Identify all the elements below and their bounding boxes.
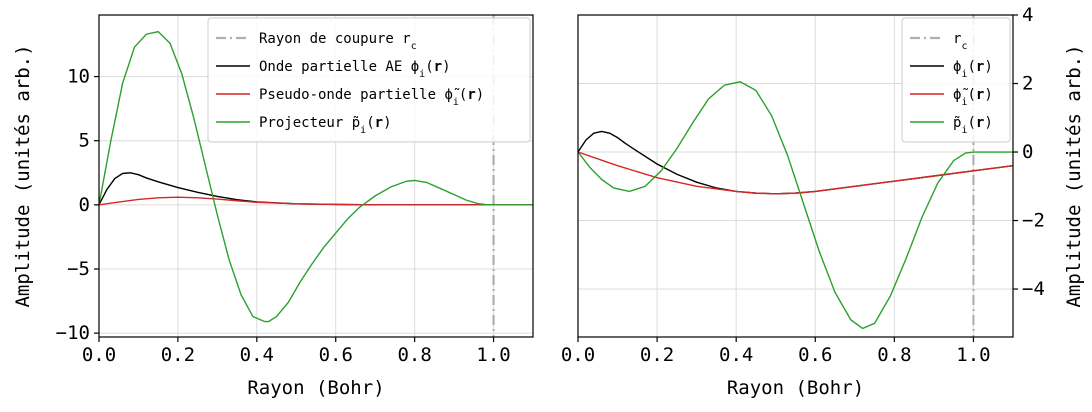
legend-label-text: Projecteur — [259, 115, 352, 131]
y-tick-label: 2 — [1022, 73, 1033, 95]
x-tick-label: 0.8 — [877, 344, 911, 366]
x-tick-label: 0.2 — [161, 344, 195, 366]
legend-label: p̃i(r) — [953, 115, 993, 136]
legend-label-subscript: i — [961, 125, 967, 136]
y-tick-label: −10 — [56, 322, 90, 344]
x-tick-label: 0.6 — [798, 344, 832, 366]
y-tick-label: 0 — [1022, 141, 1033, 163]
legend-box — [901, 17, 1011, 143]
x-tick-label: 1.0 — [956, 344, 990, 366]
legend-label-accent: p̃ — [953, 115, 961, 131]
legend-label: Pseudo-onde partielle ϕ̃i(r) — [259, 87, 484, 108]
legend-label-subscript: c — [411, 41, 417, 52]
legend-label-subscript: i — [453, 97, 459, 108]
x-tick-label: 0.0 — [561, 344, 595, 366]
series-line-2 — [99, 30, 533, 323]
legend-label-text: ϕ — [953, 59, 961, 75]
plot-frame — [98, 14, 534, 338]
legend-label-arg: r — [434, 59, 442, 75]
x-tick-label: 0.4 — [719, 344, 753, 366]
legend-label-subscript: c — [961, 41, 967, 52]
plot-frame — [577, 14, 1014, 338]
y-tick-label: −4 — [1022, 278, 1045, 300]
x-tick-label: 0.0 — [82, 344, 116, 366]
legend-label: Rayon de coupure rc — [259, 31, 417, 52]
legend-label-accent: p̃ — [352, 115, 360, 131]
legend-label-text: Pseudo-onde partielle — [259, 87, 444, 103]
y-tick-label: 4 — [1022, 4, 1033, 26]
x-tick-label: 1.0 — [476, 344, 510, 366]
y-tick-label: −2 — [1022, 210, 1045, 232]
y-tick-label: 5 — [79, 130, 90, 152]
legend-label: ϕi(r) — [953, 59, 993, 80]
legend-label-text: Rayon de coupure r — [259, 31, 411, 47]
y-axis-label: Amplitude (unités arb.) — [12, 44, 34, 307]
y-axis-label: Amplitude (unités arb.) — [1063, 44, 1085, 307]
legend-label: Onde partielle AE ϕi(r) — [259, 59, 451, 80]
series-line-2 — [578, 81, 1013, 330]
legend-label-arg: r — [976, 115, 984, 131]
legend-label-text: r — [953, 31, 961, 47]
y-tick-label: −5 — [67, 258, 90, 280]
legend-label-subscript: i — [961, 69, 967, 80]
x-axis-label: Rayon (Bohr) — [727, 377, 864, 399]
legend-label-arg: r — [375, 115, 383, 131]
x-tick-label: 0.6 — [319, 344, 353, 366]
legend-label-subscript: i — [961, 97, 967, 108]
series-line-1 — [578, 151, 1013, 195]
x-axis-label: Rayon (Bohr) — [247, 377, 384, 399]
y-tick-label: 10 — [67, 66, 90, 88]
legend-label-arg: r — [976, 87, 984, 103]
legend-label: rc — [953, 31, 967, 52]
legend: Rayon de coupure rc Onde partielle AE ϕi(… — [207, 17, 531, 143]
legend-label: Projecteur p̃i(r) — [259, 115, 392, 136]
series-line-1 — [99, 196, 533, 206]
legend-label-subscript: i — [419, 69, 425, 80]
y-tick-label: 0 — [79, 194, 90, 216]
x-tick-label: 0.8 — [397, 344, 431, 366]
legend-label-text: Onde partielle AE ϕ — [259, 59, 419, 75]
legend-label-subscript: i — [360, 125, 366, 136]
panel-right: 0.0 0.2 0.4 0.6 0.8 1.0 −4 −2 0 2 4 Rayon (Bohr) Amp… — [561, 4, 1085, 399]
panel-left: 0.0 0.2 0.4 0.6 0.8 1.0 −10 −5 0 5 10 Rayon (Bohr) A… — [12, 14, 534, 399]
legend-label-arg: r — [976, 59, 984, 75]
legend-box — [207, 17, 531, 143]
legend-label-arg: r — [467, 87, 475, 103]
x-tick-label: 0.2 — [640, 344, 674, 366]
x-tick-label: 0.4 — [240, 344, 274, 366]
